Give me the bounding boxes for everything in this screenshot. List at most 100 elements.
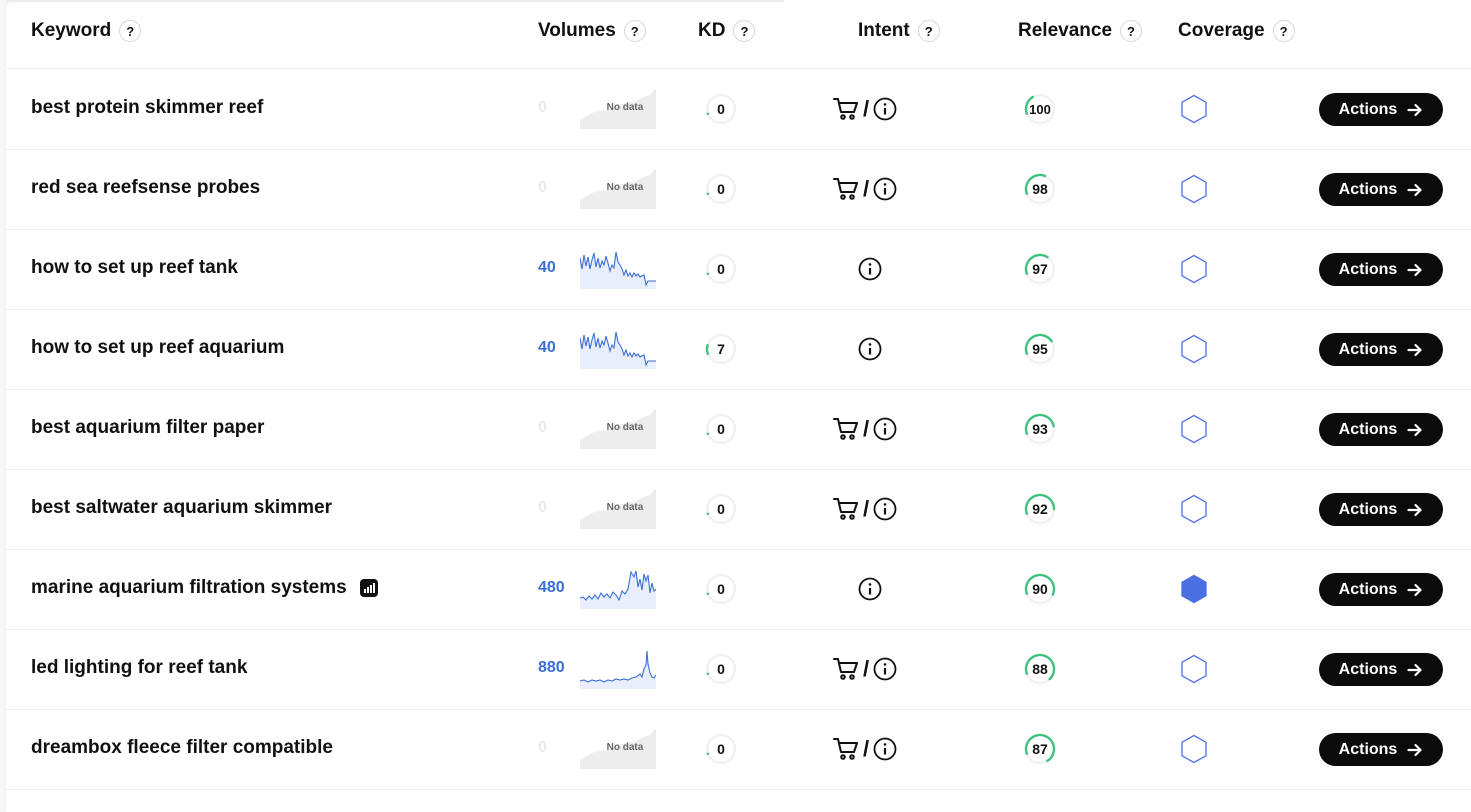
volume-value: 40	[538, 339, 556, 356]
coverage-empty-hexagon-icon[interactable]	[1179, 334, 1209, 364]
volume-value: 0	[538, 99, 547, 116]
coverage-filled-hexagon-icon[interactable]	[1179, 574, 1209, 604]
table-row[interactable]: how to set up reef tank 40 0 97 Actions	[6, 229, 1471, 310]
header-relevance-label: Relevance	[1018, 20, 1113, 41]
actions-button[interactable]: Actions	[1319, 173, 1443, 206]
header-coverage-label: Coverage	[1178, 20, 1265, 41]
intent-cell	[858, 336, 882, 362]
actions-button[interactable]: Actions	[1319, 253, 1443, 286]
kd-score: 0	[705, 413, 737, 445]
coverage-empty-hexagon-icon[interactable]	[1179, 414, 1209, 444]
actions-button[interactable]: Actions	[1319, 413, 1443, 446]
header-coverage[interactable]: Coverage ?	[1178, 19, 1295, 43]
volume-value: 0	[538, 739, 547, 756]
keyword-cell[interactable]: best protein skimmer reef	[31, 97, 263, 119]
kd-value: 0	[717, 421, 725, 437]
trending-icon[interactable]	[359, 579, 378, 597]
relevance-value: 87	[1032, 741, 1048, 757]
kd-value: 7	[717, 341, 725, 357]
table-row[interactable]: marine aquarium filtration systems 480 0 90…	[6, 549, 1471, 630]
keyword-cell[interactable]: dreambox fleece filter compatible	[31, 737, 333, 759]
no-data-label: No data	[606, 102, 644, 113]
table-row[interactable]: how to set up reef aquarium 40 7 95 Actions	[6, 309, 1471, 390]
kd-score: 7	[705, 333, 737, 365]
kd-score: 0	[705, 573, 737, 605]
volume-trend-chart	[579, 649, 657, 689]
relevance-score: 93	[1024, 413, 1056, 445]
intent-cell	[858, 576, 882, 602]
volume-trend-chart	[579, 569, 657, 609]
volume-no-data-chart	[580, 409, 656, 449]
actions-button[interactable]: Actions	[1319, 653, 1443, 686]
keyword-text: marine aquarium filtration systems	[31, 577, 347, 598]
table-row[interactable]: led lighting for reef tank 880 0 / 88 Actions	[6, 629, 1471, 710]
kd-value: 0	[717, 261, 725, 277]
relevance-help-icon[interactable]: ?	[1120, 20, 1143, 42]
cart-icon	[833, 416, 859, 442]
intent-separator: /	[863, 416, 870, 441]
info-icon	[858, 257, 882, 281]
volume-value: 0	[538, 499, 547, 516]
coverage-help-icon[interactable]: ?	[1272, 20, 1295, 42]
top-divider	[6, 0, 784, 2]
intent-separator: /	[863, 176, 870, 201]
relevance-score: 90	[1024, 573, 1056, 605]
header-keyword-label: Keyword	[31, 20, 112, 41]
info-icon	[873, 497, 897, 521]
keyword-help-icon[interactable]: ?	[119, 20, 142, 42]
no-data-label: No data	[606, 422, 644, 433]
relevance-value: 93	[1032, 421, 1048, 437]
table-row[interactable]: best protein skimmer reef 0 No data 0 / 100 Ac…	[6, 69, 1471, 150]
kd-help-icon[interactable]: ?	[733, 20, 756, 42]
actions-button[interactable]: Actions	[1319, 333, 1443, 366]
actions-label: Actions	[1338, 660, 1398, 678]
intent-help-icon[interactable]: ?	[917, 20, 940, 42]
arrow-right-icon	[1407, 743, 1423, 757]
intent-cell: /	[833, 496, 897, 522]
volumes-help-icon[interactable]: ?	[623, 20, 646, 42]
actions-button[interactable]: Actions	[1319, 573, 1443, 606]
coverage-empty-hexagon-icon[interactable]	[1179, 94, 1209, 124]
table-row[interactable]: best aquarium filter paper 0 No data 0 / 93 Ac…	[6, 389, 1471, 470]
coverage-empty-hexagon-icon[interactable]	[1179, 174, 1209, 204]
arrow-right-icon	[1407, 103, 1423, 117]
keyword-cell[interactable]: marine aquarium filtration systems	[31, 577, 378, 599]
header-volumes[interactable]: Volumes ?	[538, 19, 646, 43]
relevance-value: 95	[1032, 341, 1048, 357]
table-row[interactable]: red sea reefsense probes 0 No data 0 / 98 Acti…	[6, 149, 1471, 230]
volume-value: 40	[538, 259, 556, 276]
keyword-table: Keyword ? Volumes ? KD ? Intent ? Releva…	[6, 0, 1471, 812]
coverage-empty-hexagon-icon[interactable]	[1179, 494, 1209, 524]
cart-icon	[833, 176, 859, 202]
header-relevance[interactable]: Relevance ?	[1018, 19, 1143, 43]
keyword-cell[interactable]: best saltwater aquarium skimmer	[31, 497, 332, 519]
keyword-cell[interactable]: led lighting for reef tank	[31, 657, 247, 679]
coverage-empty-hexagon-icon[interactable]	[1179, 734, 1209, 764]
keyword-cell[interactable]: how to set up reef tank	[31, 257, 238, 279]
keyword-cell[interactable]: red sea reefsense probes	[31, 177, 260, 199]
kd-value: 0	[717, 741, 725, 757]
arrow-right-icon	[1407, 343, 1423, 357]
header-keyword[interactable]: Keyword ?	[31, 19, 142, 43]
relevance-value: 98	[1032, 181, 1048, 197]
header-intent[interactable]: Intent ?	[858, 19, 940, 43]
coverage-empty-hexagon-icon[interactable]	[1179, 254, 1209, 284]
actions-button[interactable]: Actions	[1319, 733, 1443, 766]
coverage-empty-hexagon-icon[interactable]	[1179, 654, 1209, 684]
keyword-cell[interactable]: how to set up reef aquarium	[31, 337, 284, 359]
actions-button[interactable]: Actions	[1319, 493, 1443, 526]
cart-icon	[833, 96, 859, 122]
keyword-cell[interactable]: best aquarium filter paper	[31, 417, 264, 439]
intent-separator: /	[863, 96, 870, 121]
no-data-label: No data	[606, 502, 644, 513]
header-kd[interactable]: KD ?	[698, 19, 756, 43]
table-row[interactable]: best saltwater aquarium skimmer 0 No data 0…	[6, 469, 1471, 550]
actions-button[interactable]: Actions	[1319, 93, 1443, 126]
table-row[interactable]: dreambox fleece filter compatible 0 No dat…	[6, 709, 1471, 790]
kd-score: 0	[705, 173, 737, 205]
actions-label: Actions	[1338, 580, 1398, 598]
cart-icon	[833, 496, 859, 522]
keyword-text: how to set up reef tank	[31, 257, 238, 278]
keyword-text: red sea reefsense probes	[31, 177, 261, 198]
info-icon	[873, 737, 897, 761]
